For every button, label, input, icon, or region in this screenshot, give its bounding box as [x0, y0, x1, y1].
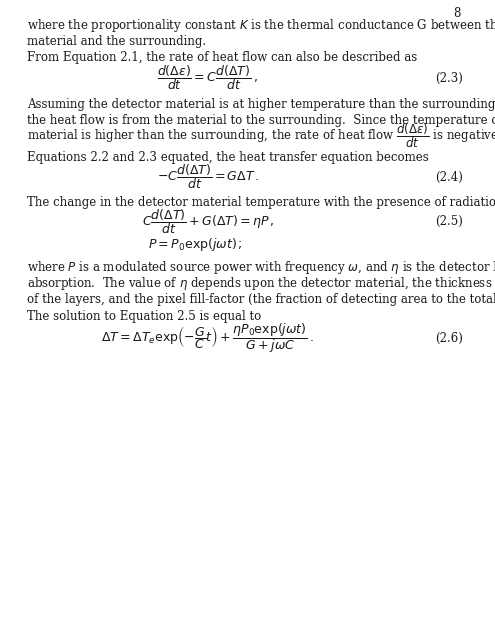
Text: where $P$ is a modulated source power with frequency $\omega$, and $\eta$ is the: where $P$ is a modulated source power wi… — [27, 259, 495, 276]
Text: The solution to Equation 2.5 is equal to: The solution to Equation 2.5 is equal to — [27, 310, 261, 323]
Text: material and the surrounding.: material and the surrounding. — [27, 35, 206, 48]
Text: (2.3): (2.3) — [435, 72, 463, 85]
Text: 8: 8 — [453, 6, 460, 20]
Text: The change in the detector material temperature with the presence of radiation i: The change in the detector material temp… — [27, 196, 495, 209]
Text: of the layers, and the pixel fill-factor (the fraction of detecting area to the : of the layers, and the pixel fill-factor… — [27, 293, 495, 307]
Text: $\dfrac{d(\Delta\varepsilon)}{dt} = C\dfrac{d(\Delta T)}{dt}\,,$: $\dfrac{d(\Delta\varepsilon)}{dt} = C\df… — [157, 63, 258, 92]
Text: From Equation 2.1, the rate of heat flow can also be described as: From Equation 2.1, the rate of heat flow… — [27, 51, 417, 64]
Text: (2.6): (2.6) — [435, 332, 463, 345]
Text: Equations 2.2 and 2.3 equated, the heat transfer equation becomes: Equations 2.2 and 2.3 equated, the heat … — [27, 151, 429, 164]
Text: the heat flow is from the material to the surrounding.  Since the temperature of: the heat flow is from the material to th… — [27, 113, 495, 127]
Text: $C\dfrac{d(\Delta T)}{dt} + G(\Delta T) = \eta P\,,$: $C\dfrac{d(\Delta T)}{dt} + G(\Delta T) … — [142, 207, 274, 236]
Text: (2.4): (2.4) — [435, 170, 463, 184]
Text: where the proportionality constant $K$ is the thermal conductance G between the : where the proportionality constant $K$ i… — [27, 17, 495, 34]
Text: $\Delta T = \Delta T_e \exp\!\left(-\dfrac{G}{C}t\right) + \dfrac{\eta P_0 \exp(: $\Delta T = \Delta T_e \exp\!\left(-\dfr… — [101, 321, 314, 355]
Text: material is higher than the surrounding, the rate of heat flow $\dfrac{d(\Delta\: material is higher than the surrounding,… — [27, 121, 495, 150]
Text: $-C\dfrac{d(\Delta T)}{dt} = G\Delta T\,.$: $-C\dfrac{d(\Delta T)}{dt} = G\Delta T\,… — [156, 162, 259, 191]
Text: $P = P_0 \exp(j\omega t)\,;$: $P = P_0 \exp(j\omega t)\,;$ — [148, 236, 243, 253]
Text: (2.5): (2.5) — [435, 215, 463, 228]
Text: Assuming the detector material is at higher temperature than the surrounding tem: Assuming the detector material is at hig… — [27, 97, 495, 111]
Text: absorption.  The value of $\eta$ depends upon the detector material, the thickne: absorption. The value of $\eta$ depends … — [27, 275, 495, 292]
